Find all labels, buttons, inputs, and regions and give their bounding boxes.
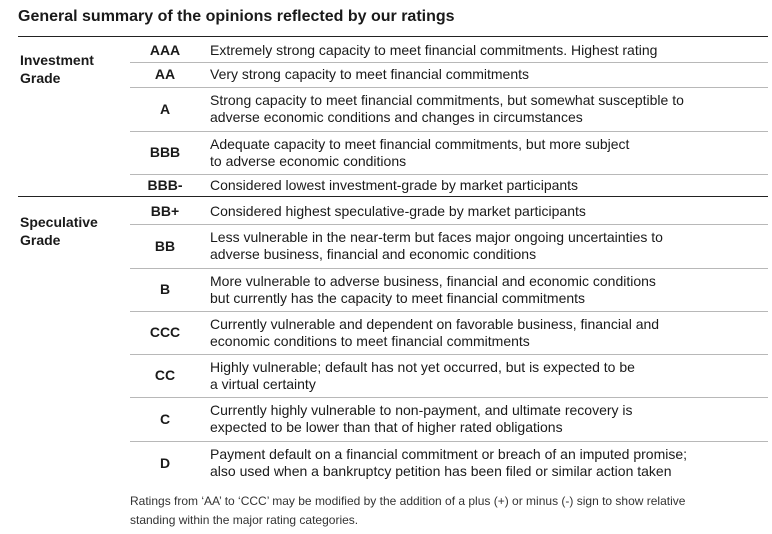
rating-description: Strong capacity to meet financial commit… <box>210 92 684 126</box>
investment-grade-label: Investment Grade <box>20 52 94 86</box>
rating-description: More vulnerable to adverse business, fin… <box>210 273 656 307</box>
rating-code: AA <box>154 66 176 82</box>
row-separator <box>130 174 768 175</box>
rating-description-line: Adequate capacity to meet financial comm… <box>210 136 630 152</box>
rating-description-line: Considered highest speculative-grade by … <box>210 203 586 219</box>
rating-description-line: Payment default on a financial commitmen… <box>210 446 688 462</box>
rating-description-line: Less vulnerable in the near-term but fac… <box>210 229 663 245</box>
grade-divider-rule <box>18 196 768 197</box>
speculative-grade-label: Speculative Grade <box>20 214 98 248</box>
rating-description-line: Currently vulnerable and dependent on fa… <box>210 316 660 332</box>
row-separator <box>130 268 768 269</box>
rating-code: BBB- <box>147 177 183 193</box>
rating-description: Adequate capacity to meet financial comm… <box>210 136 629 170</box>
rating-description: Currently highly vulnerable to non-payme… <box>210 402 633 436</box>
row-separator <box>130 441 768 442</box>
rating-code: C <box>159 411 171 427</box>
rating-code: B <box>159 281 171 297</box>
rating-description: Extremely strong capacity to meet financ… <box>210 42 657 59</box>
rating-description-line: to adverse economic conditions <box>210 153 407 169</box>
rating-description: Very strong capacity to meet financial c… <box>210 66 529 83</box>
rating-description-line: Highly vulnerable; default has not yet o… <box>210 359 635 375</box>
rating-description: Highly vulnerable; default has not yet o… <box>210 359 635 393</box>
rating-description-line: Currently highly vulnerable to non-payme… <box>210 402 633 418</box>
rating-description: Considered lowest investment-grade by ma… <box>210 177 578 194</box>
rating-description-line: also used when a bankruptcy petition has… <box>210 463 672 479</box>
row-separator <box>130 131 768 132</box>
rating-description-line: Extremely strong capacity to meet financ… <box>210 42 658 58</box>
rating-description-line: Strong capacity to meet financial commit… <box>210 92 684 108</box>
row-separator <box>130 87 768 88</box>
rating-description: Considered highest speculative-grade by … <box>210 203 586 220</box>
row-separator <box>130 397 768 398</box>
page-title: General summary of the opinions reflecte… <box>18 8 455 25</box>
rating-description-line: economic conditions to meet financial co… <box>210 333 530 349</box>
rating-code: D <box>159 455 171 471</box>
row-separator <box>130 62 768 63</box>
rating-description-line: Considered lowest investment-grade by ma… <box>210 177 579 193</box>
rating-code: AAA <box>149 42 181 58</box>
rating-code: A <box>159 101 171 117</box>
rating-description-line: a virtual certainty <box>210 376 316 392</box>
rating-code: BB <box>154 238 176 254</box>
rating-description-line: expected to be lower than that of higher… <box>210 419 563 435</box>
row-separator <box>130 224 768 225</box>
rating-description: Payment default on a financial commitmen… <box>210 446 687 480</box>
rating-description-line: adverse economic conditions and changes … <box>210 109 583 125</box>
rating-code: BB+ <box>150 203 180 219</box>
rating-description-line: More vulnerable to adverse business, fin… <box>210 273 656 289</box>
top-rule <box>18 36 768 37</box>
footnote: Ratings from ‘AA’ to ‘CCC’ may be modifi… <box>130 494 686 527</box>
rating-description-line: but currently has the capacity to meet f… <box>210 290 586 306</box>
rating-description-line: Very strong capacity to meet financial c… <box>210 66 530 82</box>
row-separator <box>130 354 768 355</box>
rating-description-line: adverse business, financial and economic… <box>210 246 537 262</box>
rating-code: CC <box>154 367 176 383</box>
rating-description: Less vulnerable in the near-term but fac… <box>210 229 663 263</box>
rating-description: Currently vulnerable and dependent on fa… <box>210 316 659 350</box>
rating-code: BBB <box>149 144 181 160</box>
rating-code: CCC <box>149 324 181 340</box>
row-separator <box>130 311 768 312</box>
